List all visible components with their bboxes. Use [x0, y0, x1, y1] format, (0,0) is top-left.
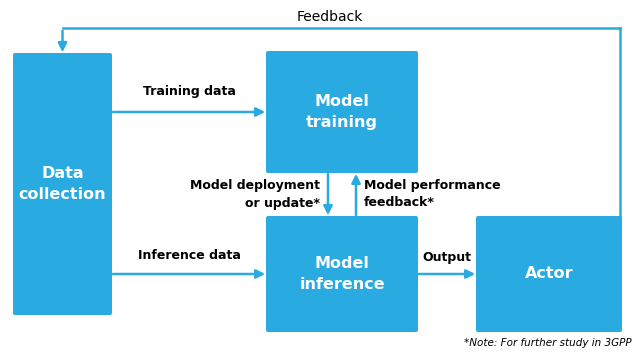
Text: Inference data: Inference data: [138, 249, 241, 262]
Text: Model
training: Model training: [306, 94, 378, 130]
Text: Training data: Training data: [143, 85, 236, 98]
FancyBboxPatch shape: [476, 216, 622, 332]
Text: Model
inference: Model inference: [299, 256, 385, 292]
Text: Output: Output: [422, 251, 472, 264]
Text: *Note: For further study in 3GPP: *Note: For further study in 3GPP: [465, 338, 632, 348]
FancyBboxPatch shape: [266, 51, 418, 173]
FancyBboxPatch shape: [266, 216, 418, 332]
Text: Actor: Actor: [525, 267, 573, 282]
FancyBboxPatch shape: [13, 53, 112, 315]
Text: Model performance
feedback*: Model performance feedback*: [364, 179, 500, 209]
Text: Feedback: Feedback: [297, 10, 363, 24]
Text: Data
collection: Data collection: [19, 166, 106, 202]
Text: Model deployment
or update*: Model deployment or update*: [190, 179, 320, 209]
